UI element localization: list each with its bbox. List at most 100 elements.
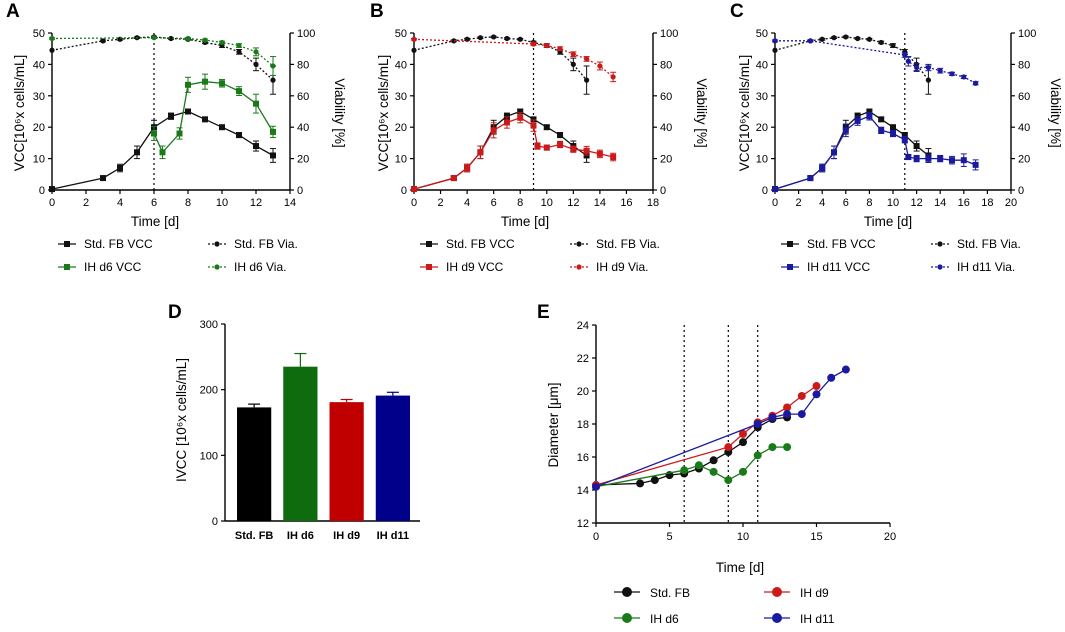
legend-label: Std. FB Via. xyxy=(596,237,660,251)
y2-tick-label: 0 xyxy=(297,185,303,197)
data-point xyxy=(866,108,873,115)
panel-a-y2label: Viability [%] xyxy=(332,78,347,148)
y-tick-label: 0 xyxy=(39,185,45,197)
data-point xyxy=(49,47,55,53)
y-tick-label: 22 xyxy=(577,353,589,365)
x-tick-label: 14 xyxy=(934,197,946,209)
legend-marker xyxy=(772,587,782,597)
data-point xyxy=(185,108,191,115)
panel-c: 0 2 4 6 8 10 12 14 16 18 2001020304050020406080100… xyxy=(756,28,1037,274)
data-point xyxy=(855,35,861,42)
y-tick-label: 50 xyxy=(756,28,768,40)
data-point xyxy=(253,143,259,150)
x-tick-label: 8 xyxy=(866,197,872,209)
legend-marker xyxy=(937,241,943,247)
data-point xyxy=(925,64,932,71)
x-tick-label: 6 xyxy=(843,197,849,209)
y-tick-label: 100 xyxy=(200,450,218,462)
y-tick-label: 14 xyxy=(577,485,589,497)
y2-tick-label: 60 xyxy=(297,91,309,103)
panel-c-xlabel: Time [d] xyxy=(864,214,912,229)
data-point xyxy=(168,113,174,120)
data-point xyxy=(797,410,806,419)
series-line xyxy=(413,36,588,81)
panel-e-ylabel: Diameter [μm] xyxy=(546,382,561,467)
panel-b-xlabel: Time [d] xyxy=(501,214,549,229)
category-label: IH d11 xyxy=(377,530,409,542)
series-line xyxy=(51,37,274,67)
x-tick-label: 0 xyxy=(593,531,599,543)
legend-marker xyxy=(576,241,582,247)
y-tick-label: 16 xyxy=(577,452,589,464)
data-point xyxy=(901,132,908,139)
panel-d-ylabel: IVCC [10⁶x cells/mL] xyxy=(174,358,189,482)
y2-tick-label: 20 xyxy=(297,154,309,166)
data-point xyxy=(831,35,837,41)
legend-marker xyxy=(622,587,632,597)
bar-1 xyxy=(283,366,318,521)
y-tick-label: 30 xyxy=(756,91,768,103)
series-line xyxy=(595,368,847,488)
x-tick-label: 4 xyxy=(464,197,470,209)
data-point xyxy=(236,49,242,55)
x-tick-label: 2 xyxy=(796,197,802,209)
category-label: IH d9 xyxy=(333,530,360,542)
data-point xyxy=(925,77,932,83)
panel-letter-d: D xyxy=(168,302,182,323)
panel-a-ylabel: VCC[10⁶x cells/mL] xyxy=(12,55,27,172)
x-tick-label: 10 xyxy=(216,197,228,209)
data-point xyxy=(236,42,242,49)
x-tick-label: 18 xyxy=(981,197,993,209)
data-point xyxy=(270,77,276,83)
panel-c-ylabel: VCC[10⁶x cells/mL] xyxy=(737,55,752,172)
series-line xyxy=(413,38,614,78)
x-tick-label: 8 xyxy=(185,197,191,209)
data-point xyxy=(961,74,967,80)
series-line xyxy=(775,40,976,84)
data-point xyxy=(709,467,718,476)
data-point xyxy=(570,51,576,57)
category-label: IH d6 xyxy=(287,530,314,542)
data-point xyxy=(185,35,191,42)
data-point xyxy=(854,117,861,124)
x-tick-label: 4 xyxy=(819,197,825,209)
panel-letter-c: C xyxy=(730,1,744,22)
y-tick-label: 40 xyxy=(756,59,768,71)
panel-letter-b: B xyxy=(370,1,384,22)
x-tick-label: 12 xyxy=(567,197,579,209)
data-point xyxy=(270,63,276,69)
data-point xyxy=(783,410,792,419)
series-line xyxy=(595,385,817,486)
y-tick-label: 300 xyxy=(200,319,218,331)
legend-marker xyxy=(64,241,70,247)
data-point xyxy=(768,443,777,452)
data-point xyxy=(650,476,659,485)
data-point xyxy=(49,35,55,42)
y2-tick-label: 80 xyxy=(297,59,309,71)
x-tick-label: 0 xyxy=(772,197,778,209)
data-point xyxy=(819,36,825,42)
data-point xyxy=(937,68,943,74)
data-point xyxy=(925,155,932,162)
series-line xyxy=(774,115,976,190)
y2-tick-label: 100 xyxy=(1018,28,1036,40)
y-tick-label: 20 xyxy=(33,122,45,134)
data-point xyxy=(490,127,497,134)
x-tick-label: 0 xyxy=(49,197,55,209)
data-point xyxy=(949,157,955,164)
data-point xyxy=(530,41,537,47)
data-point xyxy=(753,451,762,460)
data-point xyxy=(557,132,564,139)
legend-label: IH d9 xyxy=(800,586,829,600)
data-point xyxy=(530,122,537,129)
y2-tick-label: 20 xyxy=(660,154,672,166)
x-tick-label: 12 xyxy=(250,197,262,209)
legend-label: Std. FB VCC xyxy=(807,237,876,251)
bar-3 xyxy=(375,395,410,521)
y-tick-label: 50 xyxy=(33,28,45,40)
data-point xyxy=(477,35,483,41)
y2-tick-label: 40 xyxy=(660,122,672,134)
x-tick-label: 2 xyxy=(83,197,89,209)
data-point xyxy=(890,124,896,131)
